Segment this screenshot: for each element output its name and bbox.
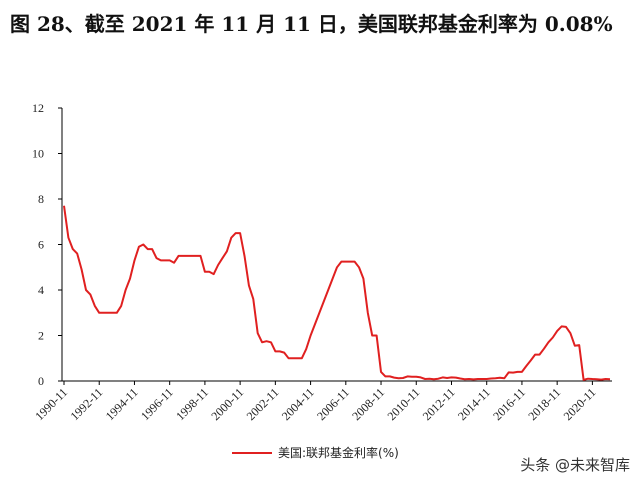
x-tick-label: 2000-11	[208, 385, 246, 423]
y-tick-label: 12	[32, 101, 44, 115]
y-tick-label: 2	[38, 329, 44, 343]
x-tick-label: 2008-11	[349, 385, 387, 423]
legend-label: 美国:联邦基金利率(%)	[278, 445, 399, 460]
y-tick-label: 8	[38, 192, 44, 206]
x-tick-label: 2016-11	[490, 385, 528, 423]
y-tick-label: 4	[38, 283, 44, 297]
x-tick-label: 2004-11	[279, 385, 317, 423]
x-tick-label: 2020-11	[561, 385, 599, 423]
x-tick-label: 2014-11	[455, 385, 493, 423]
x-tick-label: 2006-11	[314, 385, 352, 423]
x-tick-label: 1990-11	[32, 385, 70, 423]
chart-title: 图 28、截至 2021 年 11 月 11 日，美国联邦基金利率为 0.08%	[10, 12, 613, 36]
x-tick-label: 1992-11	[67, 385, 105, 423]
x-tick-label: 1994-11	[103, 385, 141, 423]
x-tick-label: 2002-11	[244, 385, 282, 423]
y-tick-label: 10	[32, 147, 44, 161]
y-tick-label: 0	[38, 374, 44, 388]
x-tick-label: 2018-11	[525, 385, 563, 423]
x-tick-label: 2012-11	[420, 385, 458, 423]
series-line	[63, 205, 611, 381]
y-tick-label: 6	[38, 238, 44, 252]
x-tick-label: 2010-11	[385, 385, 423, 423]
x-tick-label: 1996-11	[138, 385, 176, 423]
watermark: 头条 @未来智库	[520, 456, 630, 474]
x-tick-label: 1998-11	[173, 385, 211, 423]
